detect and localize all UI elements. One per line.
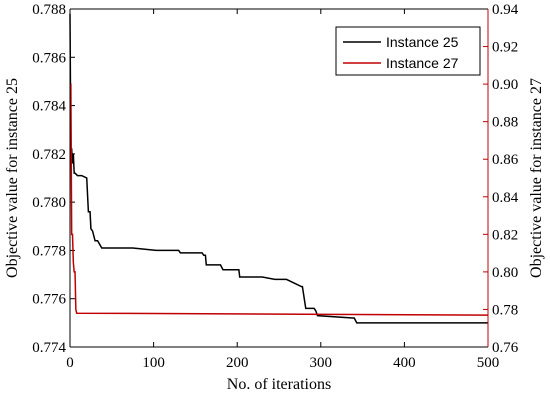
right-y-tick-label: 0.76: [492, 340, 519, 356]
x-tick-label: 500: [477, 355, 500, 371]
right-y-tick-label: 0.92: [492, 40, 518, 56]
left-y-tick-label: 0.784: [32, 99, 66, 115]
legend: Instance 25 Instance 27: [335, 26, 481, 76]
legend-box: [335, 26, 481, 76]
right-y-tick-label: 0.94: [492, 2, 519, 18]
right-y-tick-label: 0.84: [492, 190, 519, 206]
left-y-axis: 0.774 0.776 0.778 0.780 0.782 0.784 0.786 0.788: [32, 2, 75, 356]
left-y-axis-title: Objective value for instance 25: [4, 78, 21, 278]
x-axis: 0 100 200 300 400 500: [66, 9, 499, 371]
series-line-instance-25: [69, 13, 488, 324]
series-layer: [69, 13, 489, 324]
x-tick-label: 200: [226, 355, 249, 371]
left-y-tick-label: 0.780: [32, 195, 66, 211]
right-y-tick-label: 0.80: [492, 265, 518, 281]
x-tick-label: 400: [393, 355, 416, 371]
left-y-tick-label: 0.778: [32, 243, 66, 259]
left-y-tick-label: 0.786: [32, 50, 66, 66]
right-y-axis: 0.76 0.78 0.80 0.82 0.84 0.86 0.88 0.90 0.92 0.94: [483, 2, 519, 356]
right-y-tick-label: 0.90: [492, 77, 518, 93]
legend-label-instance-27: Instance 27: [386, 55, 459, 71]
left-y-tick-label: 0.782: [32, 147, 66, 163]
x-axis-title: No. of iterations: [227, 376, 331, 393]
right-y-tick-label: 0.78: [492, 302, 518, 318]
left-y-tick-label: 0.788: [32, 2, 66, 18]
x-tick-label: 300: [310, 355, 333, 371]
left-y-tick-label: 0.774: [32, 340, 66, 356]
left-y-tick-label: 0.776: [32, 292, 66, 308]
right-y-axis-title: Objective value for instance 27: [528, 78, 545, 278]
x-tick-label: 100: [142, 355, 165, 371]
series-line-instance-27: [70, 83, 489, 316]
right-y-tick-label: 0.82: [492, 227, 518, 243]
legend-label-instance-25: Instance 25: [386, 34, 459, 50]
right-y-tick-label: 0.86: [492, 152, 519, 168]
right-y-tick-label: 0.88: [492, 115, 518, 131]
x-tick-label: 0: [66, 355, 74, 371]
